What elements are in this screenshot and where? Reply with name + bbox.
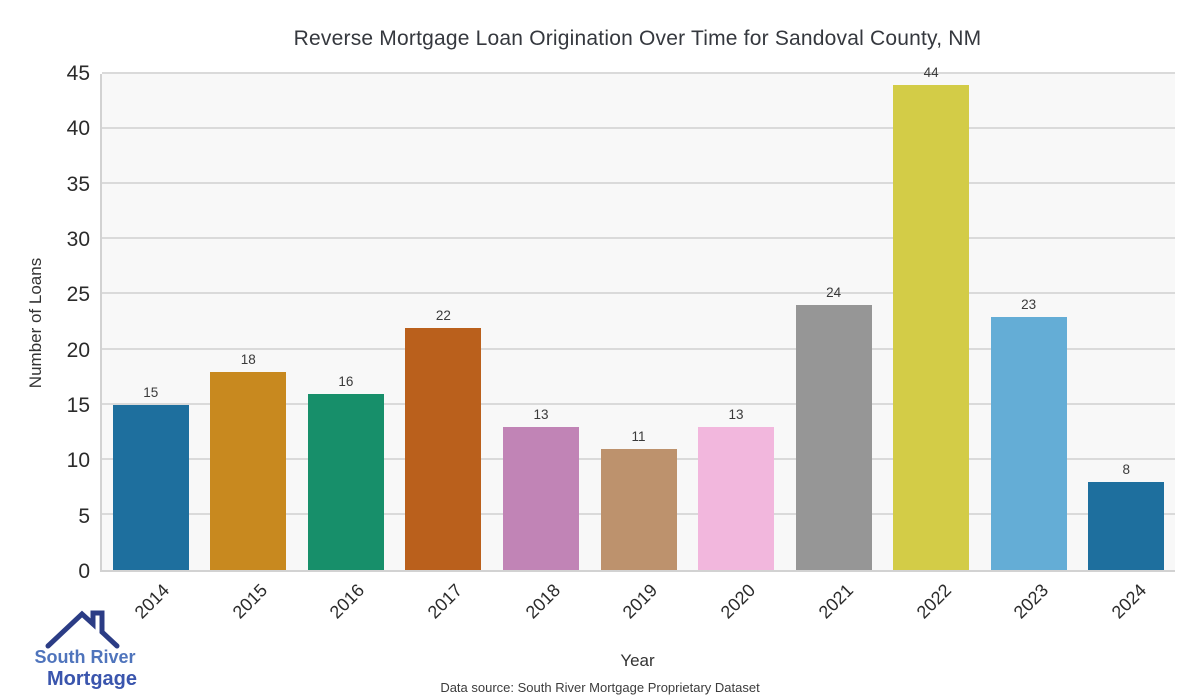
bar-value-2020: 13	[728, 406, 744, 422]
gridline-45	[102, 72, 1175, 74]
gridline-30	[102, 237, 1175, 240]
bar-2024: 8	[1088, 462, 1165, 570]
bar-slot-2022: 44	[882, 65, 980, 570]
x-axis-label: Year	[620, 651, 655, 670]
x-tick-label-2017: 2017	[423, 580, 467, 623]
x-tick-label-2015: 2015	[228, 580, 271, 623]
x-tick-label-2016: 2016	[325, 580, 369, 623]
x-tick-label-2018: 2018	[521, 580, 564, 623]
logo-text-line1: South River	[34, 647, 136, 667]
bar-2021: 24	[795, 285, 872, 570]
gridline-25	[102, 292, 1175, 295]
bar-2020: 13	[698, 407, 775, 570]
chart-title: Reverse Mortgage Loan Origination Over T…	[293, 27, 982, 50]
gridline-15	[102, 402, 1175, 405]
bar-slot-2023: 23	[980, 74, 1078, 570]
bar-2019: 11	[600, 429, 677, 570]
bar-value-2018: 13	[533, 406, 549, 422]
y-tick-40: 40	[66, 117, 90, 141]
south-river-mortgage-logo: South River Mortgage	[20, 608, 150, 690]
bar-slot-2014: 15	[102, 74, 200, 570]
y-tick-25: 25	[66, 283, 90, 307]
bar-value-2014: 15	[143, 384, 159, 400]
bar-slot-2015: 18	[200, 74, 298, 570]
bar-2023: 23	[990, 297, 1067, 570]
y-tick-5: 5	[78, 504, 90, 528]
bar-value-2022: 44	[923, 65, 939, 81]
bar-slot-2017: 22	[395, 74, 493, 570]
bar-slot-2019: 11	[590, 74, 688, 570]
logo-text-line2: Mortgage	[47, 667, 137, 690]
bar-2015: 18	[210, 352, 287, 570]
x-tick-label-2021: 2021	[814, 580, 858, 623]
gridline-20	[102, 347, 1175, 350]
bar-slot-2016: 16	[297, 74, 395, 570]
plot-area: 15 18 16 22 13 11 13 24 44 23 8	[100, 65, 1175, 572]
bar-value-2017: 22	[435, 307, 451, 323]
bar-slot-2024: 8	[1077, 74, 1175, 570]
y-tick-labels: 0 5 10 15 20 25 30 35 40 45	[0, 62, 90, 583]
bar-2014: 15	[112, 385, 189, 570]
bar-2017: 22	[405, 308, 482, 570]
y-tick-0: 0	[78, 560, 90, 583]
bar-2022: 44	[893, 65, 970, 570]
bar-value-2016: 16	[338, 373, 354, 389]
bar-2018: 13	[502, 407, 579, 570]
x-tick-label-2019: 2019	[619, 580, 662, 623]
y-tick-35: 35	[66, 172, 90, 196]
x-tick-label-2024: 2024	[1107, 580, 1151, 623]
gridline-40	[102, 127, 1175, 130]
x-tick-label-2022: 2022	[912, 580, 955, 623]
x-tick-labels: 2014 2015 2016 2017 2018 2019 2020 2021 2022 2023…	[100, 578, 1175, 638]
x-tick-label-2020: 2020	[716, 580, 760, 623]
bars-container: 15 18 16 22 13 11 13 24 44 23 8	[102, 65, 1175, 570]
gridline-35	[102, 182, 1175, 185]
bar-value-2024: 8	[1122, 461, 1130, 477]
bar-2016: 16	[307, 374, 384, 570]
bar-slot-2020: 13	[687, 74, 785, 570]
y-tick-20: 20	[66, 338, 90, 362]
house-roof-icon	[45, 610, 120, 649]
bar-value-2021: 24	[826, 285, 842, 301]
bar-slot-2021: 24	[785, 74, 883, 570]
bar-value-2019: 11	[631, 428, 646, 444]
bar-value-2015: 18	[240, 351, 256, 367]
bar-slot-2018: 13	[492, 74, 590, 570]
y-tick-15: 15	[66, 394, 90, 417]
y-tick-10: 10	[66, 449, 90, 473]
y-tick-30: 30	[66, 228, 90, 251]
y-tick-45: 45	[66, 62, 90, 85]
data-source-caption: Data source: South River Mortgage Propri…	[440, 680, 760, 695]
bar-value-2023: 23	[1021, 296, 1037, 312]
x-tick-label-2023: 2023	[1010, 580, 1053, 623]
